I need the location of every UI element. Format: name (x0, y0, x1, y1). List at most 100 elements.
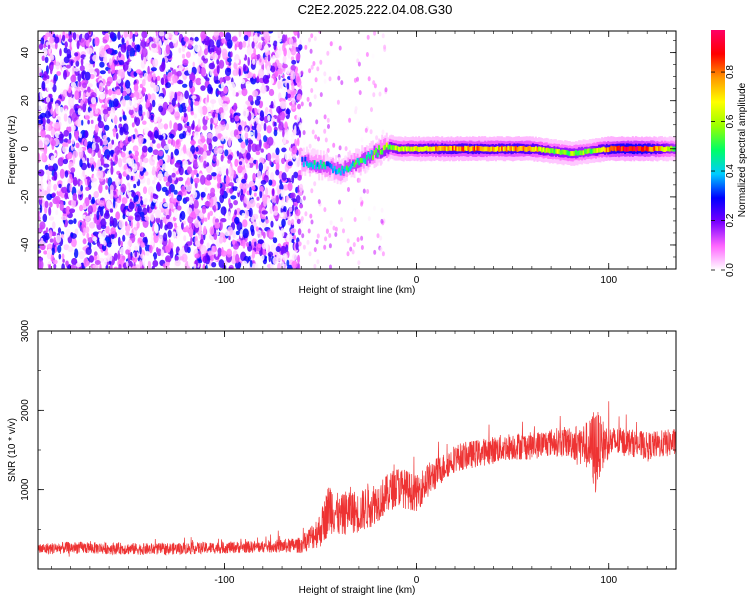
noise-mark (186, 166, 193, 175)
noise-mark (290, 64, 296, 71)
spectrogram-xlabel: Height of straight line (km) (299, 285, 416, 296)
noise-mark (348, 117, 352, 123)
noise-mark (287, 161, 293, 167)
noise-mark (190, 211, 196, 217)
noise-mark (131, 122, 135, 128)
noise-mark (309, 48, 313, 54)
noise-mark (210, 117, 214, 125)
ridge-mark (339, 170, 342, 176)
noise-mark (313, 94, 317, 100)
noise-mark (247, 143, 252, 153)
noise-mark (173, 189, 178, 195)
ridge-mark (568, 151, 571, 157)
noise-mark (314, 77, 318, 83)
noise-mark (285, 244, 289, 253)
noise-mark (246, 152, 251, 160)
noise-mark (235, 59, 240, 64)
spectrogram-panel: -100 0 100 -40 -20 0 20 40 Height of straight l… (7, 30, 677, 296)
noise-mark (107, 47, 113, 55)
noise-mark (77, 178, 81, 187)
noise-mark (91, 164, 95, 172)
noise-mark (120, 44, 127, 53)
ridge-mark (348, 166, 351, 171)
noise-mark (199, 155, 204, 163)
ridge-mark (412, 146, 414, 152)
ridge-mark (525, 147, 528, 152)
noise-mark (197, 102, 201, 113)
noise-mark (157, 47, 162, 55)
noise-mark (69, 184, 73, 193)
ridge-mark (455, 146, 457, 151)
noise-mark (209, 210, 214, 216)
noise-mark (171, 192, 174, 203)
noise-mark (103, 258, 107, 267)
noise-mark (299, 183, 304, 193)
noise-mark (367, 76, 371, 82)
noise-mark (87, 86, 91, 93)
ridge-mark (318, 154, 321, 171)
ridge-mark (378, 145, 381, 156)
noise-mark (257, 243, 262, 248)
ridge-mark (385, 142, 388, 148)
noise-mark (213, 31, 220, 38)
ridge-mark (433, 146, 436, 152)
ridge-mark (407, 146, 410, 152)
noise-mark (136, 221, 140, 229)
noise-mark (146, 204, 150, 213)
noise-mark (48, 93, 53, 99)
noise-mark (172, 167, 176, 172)
noise-mark (308, 101, 312, 107)
noise-mark (302, 195, 306, 201)
spectrogram-marks (38, 31, 676, 269)
noise-mark (70, 60, 74, 67)
noise-mark (373, 31, 377, 36)
noise-mark (54, 41, 58, 50)
noise-mark (191, 223, 194, 228)
ridge-mark (305, 161, 308, 166)
noise-mark (43, 145, 48, 155)
snr-xtick-label: 0 (414, 575, 420, 586)
noise-mark (52, 259, 58, 265)
noise-mark (194, 131, 200, 138)
noise-mark (194, 44, 201, 53)
ridge-mark (547, 147, 550, 153)
noise-mark (296, 112, 301, 122)
noise-mark (248, 241, 252, 247)
noise-mark (86, 157, 90, 163)
noise-mark (100, 170, 104, 180)
noise-mark (170, 95, 173, 101)
noise-mark (328, 243, 332, 249)
noise-mark (356, 76, 359, 82)
noise-mark (104, 193, 109, 200)
noise-mark (247, 56, 250, 66)
noise-mark (210, 187, 216, 195)
ridge-mark (445, 146, 448, 152)
noise-mark (98, 200, 105, 207)
noise-mark (218, 236, 224, 244)
noise-mark (103, 212, 110, 219)
noise-mark (376, 233, 380, 239)
noise-mark (85, 247, 92, 255)
noise-mark (295, 195, 301, 204)
noise-mark (326, 117, 330, 123)
noise-mark (319, 59, 323, 65)
snr-marks (38, 401, 676, 557)
noise-mark (250, 52, 257, 62)
noise-mark (298, 31, 303, 41)
ridge-mark (598, 147, 600, 153)
noise-mark (213, 147, 219, 155)
noise-mark (159, 219, 163, 230)
noise-mark (304, 44, 308, 50)
ridge-mark (530, 146, 533, 152)
noise-mark (250, 224, 255, 233)
noise-mark (120, 240, 123, 247)
noise-mark (118, 228, 125, 235)
noise-mark (39, 90, 43, 100)
noise-mark (81, 119, 84, 126)
ridge-mark (553, 149, 556, 155)
noise-mark (97, 120, 104, 129)
noise-mark (272, 237, 278, 244)
ridge-mark (604, 147, 607, 153)
noise-mark (193, 199, 199, 209)
ridge-mark (548, 148, 551, 154)
